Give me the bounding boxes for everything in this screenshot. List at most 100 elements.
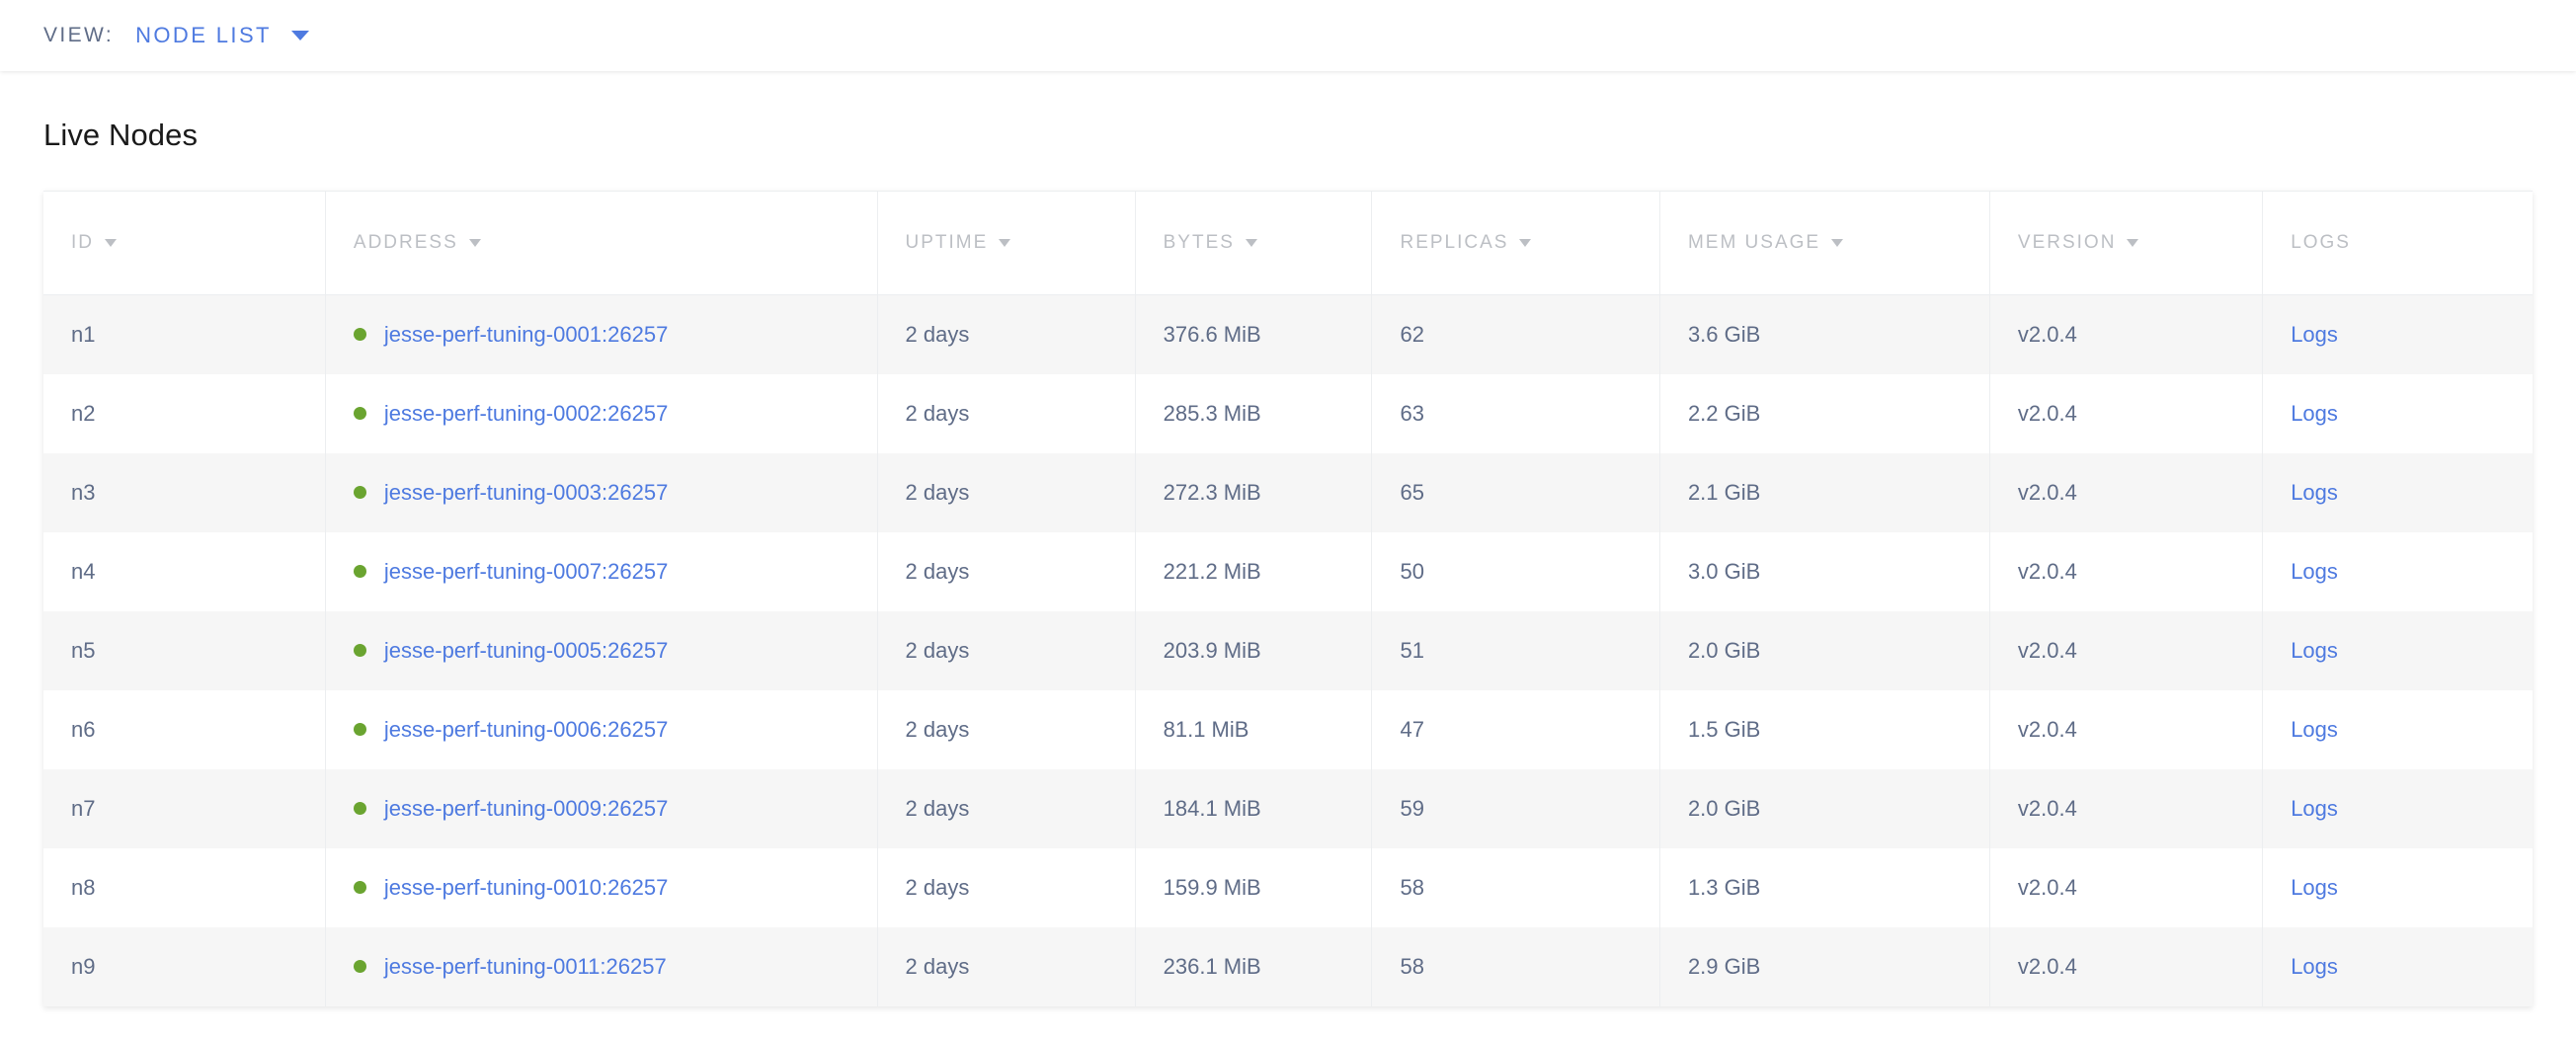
cell-replicas: 50 (1371, 531, 1660, 611)
node-address-link[interactable]: jesse-perf-tuning-0009:26257 (383, 795, 669, 821)
column-header-label: REPLICAS (1400, 232, 1509, 253)
cell-id: n5 (43, 610, 326, 690)
cell-value-version: v2.0.4 (2017, 400, 2077, 426)
cell-replicas: 65 (1371, 452, 1660, 532)
sort-caret-icon[interactable] (468, 239, 481, 247)
cell-bytes: 184.1 MiB (1135, 768, 1373, 848)
sort-caret-icon[interactable] (2127, 239, 2139, 247)
cell-value-id: n5 (71, 637, 96, 663)
column-header-inner: REPLICAS (1400, 232, 1658, 254)
cell-value-uptime: 2 days (905, 637, 970, 663)
cell-address: jesse-perf-tuning-0002:26257 (325, 373, 878, 453)
cell-value-mem: 1.5 GiB (1687, 716, 1761, 742)
column-header-inner: BYTES (1164, 232, 1372, 254)
logs-link[interactable]: Logs (2291, 953, 2338, 979)
view-selector-value: NODE LIST (135, 23, 272, 47)
sort-caret-icon[interactable] (1519, 239, 1532, 247)
status-dot-icon (353, 565, 366, 578)
cell-mem: 2.2 GiB (1659, 373, 1990, 453)
node-address-link[interactable]: jesse-perf-tuning-0001:26257 (383, 321, 669, 347)
table-header: ID ADDRESS UPTIME BYTES REPLICAS MEM USAGE VER… (43, 191, 2533, 295)
table-row: n8 jesse-perf-tuning-0010:26257 2 days 159.… (43, 847, 2533, 927)
address-cell: jesse-perf-tuning-0010:26257 (353, 874, 877, 901)
cell-value-bytes: 81.1 MiB (1163, 716, 1249, 742)
node-address-link[interactable]: jesse-perf-tuning-0006:26257 (383, 716, 669, 742)
node-address-link[interactable]: jesse-perf-tuning-0011:26257 (383, 953, 667, 979)
column-header-bytes[interactable]: BYTES (1135, 191, 1373, 295)
cell-value-uptime: 2 days (905, 795, 970, 821)
cell-value-mem: 1.3 GiB (1687, 874, 1761, 900)
sort-caret-icon[interactable] (105, 239, 117, 247)
cell-uptime: 2 days (877, 689, 1136, 769)
cell-address: jesse-perf-tuning-0006:26257 (325, 689, 878, 769)
cell-address: jesse-perf-tuning-0009:26257 (325, 768, 878, 848)
column-header-uptime[interactable]: UPTIME (877, 191, 1136, 295)
cell-replicas: 59 (1371, 768, 1660, 848)
view-label: VIEW: (43, 24, 115, 46)
cell-value-uptime: 2 days (905, 321, 970, 347)
cell-value-version: v2.0.4 (2017, 321, 2077, 347)
logs-link[interactable]: Logs (2291, 400, 2338, 426)
address-cell: jesse-perf-tuning-0011:26257 (353, 953, 877, 980)
node-address-link[interactable]: jesse-perf-tuning-0002:26257 (383, 400, 669, 426)
cell-mem: 3.0 GiB (1659, 531, 1990, 611)
sort-caret-icon[interactable] (1245, 239, 1257, 247)
cell-value-bytes: 236.1 MiB (1163, 953, 1261, 979)
column-header-replicas[interactable]: REPLICAS (1371, 191, 1660, 295)
logs-link[interactable]: Logs (2291, 479, 2338, 505)
cell-address: jesse-perf-tuning-0003:26257 (325, 452, 878, 532)
sort-caret-icon[interactable] (999, 239, 1011, 247)
cell-value-mem: 3.0 GiB (1687, 558, 1761, 584)
column-header-mem[interactable]: MEM USAGE (1659, 191, 1990, 295)
cell-uptime: 2 days (877, 294, 1136, 374)
column-header-version[interactable]: VERSION (1989, 191, 2264, 295)
cell-value-replicas: 58 (1400, 874, 1424, 900)
cell-uptime: 2 days (877, 531, 1136, 611)
column-header-address[interactable]: ADDRESS (325, 191, 878, 295)
chevron-down-icon (290, 31, 309, 40)
logs-link[interactable]: Logs (2291, 637, 2338, 663)
cell-logs: Logs (2262, 926, 2533, 1006)
node-address-link[interactable]: jesse-perf-tuning-0005:26257 (383, 637, 669, 663)
cell-version: v2.0.4 (1989, 531, 2264, 611)
column-header-id[interactable]: ID (43, 191, 326, 295)
logs-link[interactable]: Logs (2291, 795, 2338, 821)
sort-caret-icon[interactable] (1831, 239, 1844, 247)
cell-value-replicas: 50 (1400, 558, 1424, 584)
cell-replicas: 58 (1371, 926, 1660, 1006)
logs-link[interactable]: Logs (2291, 321, 2338, 347)
node-address-link[interactable]: jesse-perf-tuning-0003:26257 (383, 479, 669, 505)
cell-value-id: n1 (71, 321, 96, 347)
address-cell: jesse-perf-tuning-0003:26257 (353, 479, 877, 506)
cell-value-id: n3 (71, 479, 96, 505)
cell-id: n7 (43, 768, 326, 848)
cell-version: v2.0.4 (1989, 610, 2264, 690)
cell-logs: Logs (2262, 689, 2533, 769)
cell-id: n6 (43, 689, 326, 769)
cell-address: jesse-perf-tuning-0005:26257 (325, 610, 878, 690)
cell-address: jesse-perf-tuning-0001:26257 (325, 294, 878, 374)
cell-logs: Logs (2262, 531, 2533, 611)
cell-bytes: 272.3 MiB (1135, 452, 1373, 532)
cell-value-version: v2.0.4 (2017, 716, 2077, 742)
status-dot-icon (353, 328, 366, 342)
cell-id: n2 (43, 373, 326, 453)
node-address-link[interactable]: jesse-perf-tuning-0010:26257 (383, 874, 669, 900)
node-address-link[interactable]: jesse-perf-tuning-0007:26257 (383, 558, 669, 584)
cell-bytes: 81.1 MiB (1135, 689, 1373, 769)
cell-version: v2.0.4 (1989, 768, 2264, 848)
logs-link[interactable]: Logs (2291, 716, 2338, 742)
cell-version: v2.0.4 (1989, 689, 2264, 769)
column-header-label: MEM USAGE (1687, 232, 1821, 253)
table-row: n1 jesse-perf-tuning-0001:26257 2 days 376.… (43, 294, 2533, 374)
cell-value-id: n4 (71, 558, 96, 584)
cell-value-version: v2.0.4 (2017, 637, 2077, 663)
cell-replicas: 51 (1371, 610, 1660, 690)
logs-link[interactable]: Logs (2291, 874, 2338, 900)
logs-link[interactable]: Logs (2291, 558, 2338, 584)
cell-bytes: 376.6 MiB (1135, 294, 1373, 374)
cell-bytes: 236.1 MiB (1135, 926, 1373, 1006)
cell-logs: Logs (2262, 452, 2533, 532)
view-selector[interactable]: NODE LIST (135, 23, 309, 48)
cell-uptime: 2 days (877, 373, 1136, 453)
